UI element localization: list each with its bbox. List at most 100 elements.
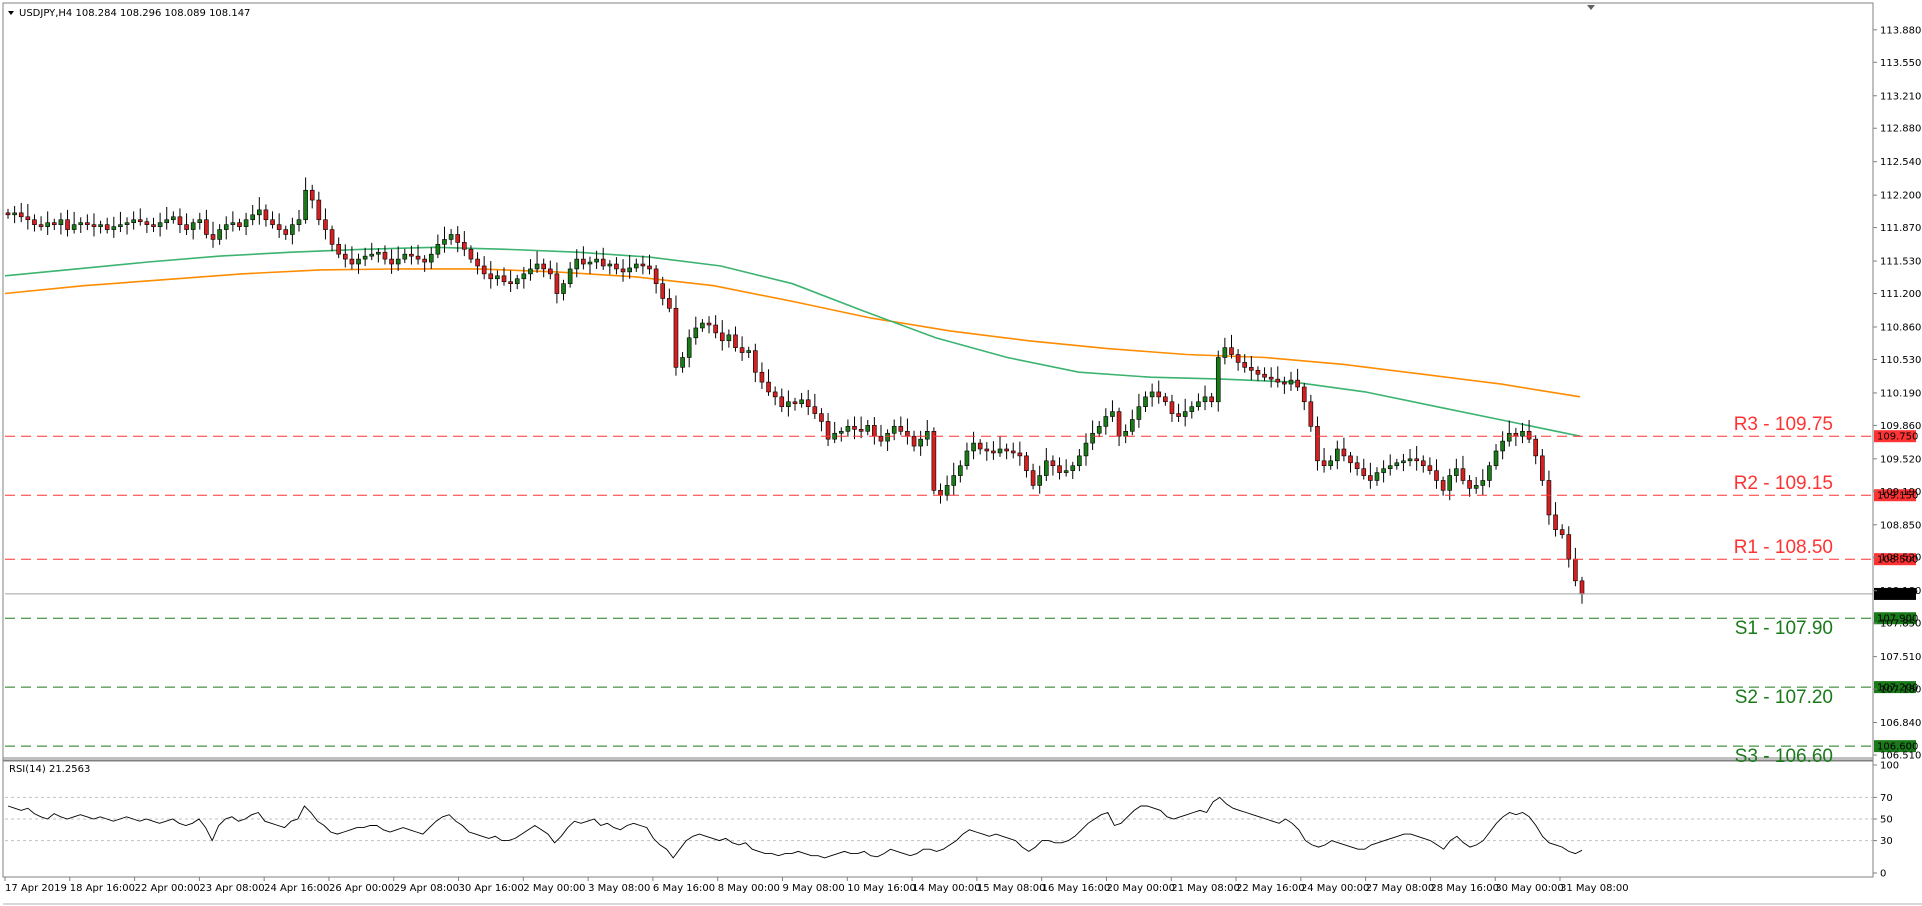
shift-marker-icon[interactable] — [1587, 5, 1595, 10]
time-tick-label: 26 Apr 00:00 — [329, 883, 394, 894]
candle — [18, 203, 24, 223]
candle — [686, 329, 692, 368]
candle-body-up — [1149, 391, 1155, 398]
candle-body-up — [885, 432, 890, 442]
candle-body-down — [5, 212, 11, 216]
candle — [680, 352, 685, 373]
candle — [376, 248, 381, 263]
candle — [501, 267, 507, 286]
candle — [825, 413, 831, 447]
candle — [1381, 460, 1386, 483]
candle-body-down — [872, 425, 877, 437]
price-tick-label: 107.850 — [1880, 619, 1921, 630]
candles — [5, 177, 1585, 604]
candle-body-down — [1354, 462, 1360, 469]
candle-body-down — [719, 332, 725, 342]
candle — [71, 211, 77, 234]
candle — [171, 211, 176, 224]
candle-body-down — [415, 255, 421, 260]
candle — [91, 213, 97, 237]
candle-body-down — [18, 212, 24, 218]
candle — [1242, 354, 1248, 373]
candle-body-up — [534, 263, 540, 270]
candle — [872, 417, 877, 445]
candle-body-down — [1057, 465, 1062, 473]
time-tick-label: 21 May 08:00 — [1171, 883, 1240, 894]
collapse-arrow-icon[interactable] — [8, 11, 14, 15]
candle-body-up — [369, 253, 375, 257]
candle-body-up — [1288, 379, 1294, 385]
candle-body-down — [852, 426, 857, 430]
level-label-resistance: R1 - 108.50 — [1734, 537, 1833, 558]
candle — [1037, 465, 1042, 494]
candle — [997, 436, 1003, 457]
price-tick-label: 110.860 — [1880, 322, 1921, 333]
candle — [1308, 394, 1314, 432]
candle — [250, 204, 255, 226]
candle-body-down — [184, 224, 189, 230]
candle-body-down — [548, 268, 553, 275]
candle — [1440, 476, 1446, 496]
candle-body-down — [32, 219, 37, 225]
candle-body-down — [1540, 455, 1545, 481]
candle-body-up — [435, 244, 441, 255]
time-axis: 17 Apr 2019 18 Apr 16:00 22 Apr 00:00 23 Ap… — [3, 877, 1922, 905]
candle — [435, 234, 441, 259]
candle — [792, 397, 798, 411]
candle-body-up — [1123, 430, 1128, 437]
candle-body-down — [137, 219, 143, 223]
candle-body-up — [1480, 480, 1486, 486]
candle — [1348, 451, 1353, 473]
candle-body-down — [25, 216, 31, 221]
candle-body-down — [713, 324, 718, 334]
candle — [223, 216, 229, 240]
candle-body-down — [1229, 347, 1234, 355]
candle-body-down — [779, 396, 785, 407]
candle-body-up — [12, 212, 17, 216]
candle — [495, 270, 500, 286]
candle-body-down — [1301, 386, 1307, 403]
candle — [1096, 420, 1102, 438]
candle — [852, 416, 857, 440]
candle-body-up — [376, 251, 381, 255]
level-tag-bg — [1874, 553, 1916, 566]
candle-body-up — [111, 226, 117, 230]
candle — [1467, 475, 1472, 497]
price-tick-label: 112.200 — [1880, 191, 1921, 202]
candle — [217, 224, 222, 245]
candle-body-up — [1136, 406, 1142, 420]
candle-body-down — [620, 268, 626, 273]
candle-body-down — [600, 258, 606, 267]
candle — [395, 246, 401, 271]
candle-body-down — [1116, 411, 1122, 437]
candle-body-up — [587, 261, 593, 265]
candle — [521, 266, 527, 289]
candle-body-up — [356, 258, 361, 265]
candle-body-down — [422, 258, 427, 263]
candle — [799, 392, 804, 408]
candle-body-down — [898, 426, 904, 432]
candle — [1526, 419, 1532, 444]
candle-body-up — [1487, 465, 1492, 481]
candle-body-down — [614, 263, 619, 270]
candle-body-down — [878, 435, 884, 442]
candle-body-up — [1520, 430, 1525, 437]
candle — [263, 204, 269, 227]
candle-body-up — [257, 209, 262, 216]
candle — [356, 253, 361, 274]
rsi-tick-label: 70 — [1880, 793, 1893, 804]
candle — [647, 254, 652, 275]
candle-body-up — [971, 442, 976, 452]
candle-body-up — [1182, 411, 1188, 417]
candle — [898, 416, 904, 436]
candle — [237, 218, 242, 231]
candle — [1328, 455, 1333, 470]
candle-body-down — [805, 399, 811, 407]
candle-body-down — [819, 413, 824, 422]
candle — [1235, 349, 1241, 371]
candle — [766, 369, 771, 396]
candle — [1209, 392, 1214, 408]
candle-body-down — [51, 222, 57, 225]
candle-body-up — [964, 450, 970, 467]
candle — [1295, 368, 1300, 391]
